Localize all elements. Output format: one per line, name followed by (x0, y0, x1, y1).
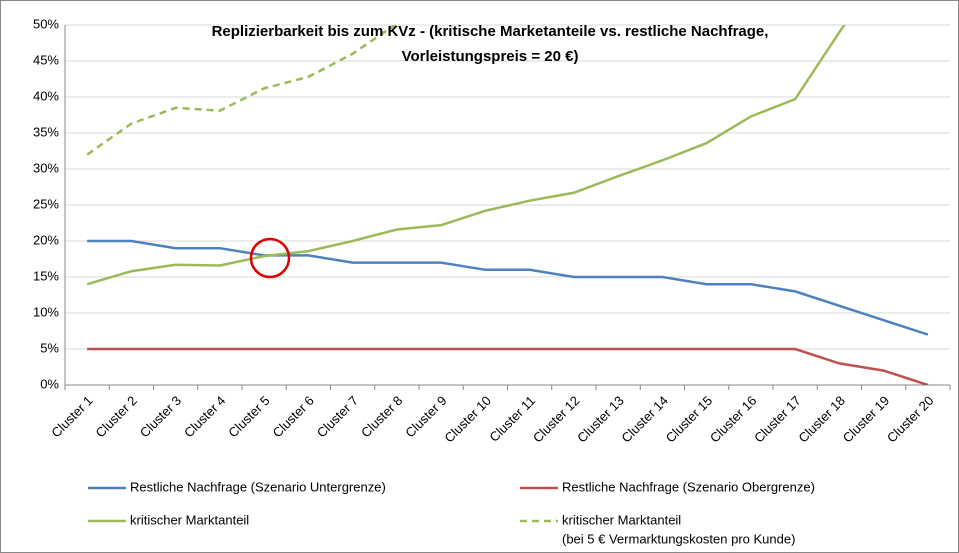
plot-lines (86, 25, 929, 385)
y-tick-label: 25% (33, 196, 59, 211)
y-tick-label: 30% (33, 160, 59, 175)
chart-title: Vorleistungspreis = 20 €) (402, 48, 579, 65)
series-line (86, 25, 397, 156)
legend-label: Restliche Nachfrage (Szenario Untergrenz… (130, 479, 386, 494)
y-tick-label: 45% (33, 52, 59, 67)
legend-label: kritischer Marktanteil (562, 512, 681, 527)
y-tick-label: 50% (33, 16, 59, 31)
highlight-circle (249, 237, 291, 279)
y-tick-label: 20% (33, 232, 59, 247)
y-tick-label: 15% (33, 268, 59, 283)
series-line (87, 239, 929, 336)
y-tick-label: 0% (40, 376, 59, 391)
legend-label: kritischer Marktanteil (130, 512, 249, 527)
y-tick-label: 40% (33, 88, 59, 103)
y-tick-label: 10% (33, 304, 59, 319)
chart-title: Replizierbarkeit bis zum KVz - (kritisch… (212, 23, 769, 40)
y-tick-label: 5% (40, 340, 59, 355)
series-line (87, 347, 929, 385)
legend-label: (bei 5 € Vermarktungskosten pro Kunde) (562, 531, 795, 546)
y-tick-label: 35% (33, 124, 59, 139)
series-line (86, 25, 846, 286)
legend-label: Restliche Nachfrage (Szenario Obergrenze… (562, 479, 815, 494)
